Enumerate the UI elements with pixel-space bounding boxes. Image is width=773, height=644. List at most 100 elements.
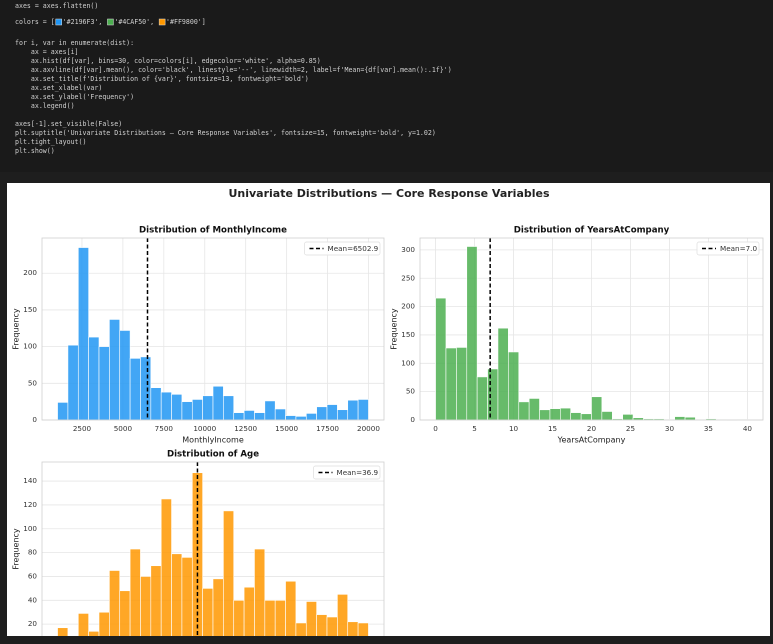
y-tick-label: 0 [410, 415, 415, 424]
histogram-bar [264, 400, 276, 421]
histogram-bar [466, 246, 478, 421]
code-line: ax.legend() [15, 102, 75, 110]
y-tick-label: 150 [23, 305, 37, 314]
y-tick-label: 100 [23, 524, 37, 533]
histogram-bar [212, 385, 224, 421]
x-tick-label: 25 [626, 424, 635, 433]
code-line: ax = axes[i] [15, 48, 79, 56]
x-tick-label: 5 [472, 424, 477, 433]
x-tick-label: 0 [433, 424, 438, 433]
histogram-bar [508, 351, 520, 421]
code-line: for i, var in enumerate(dist): [15, 39, 134, 47]
histogram-bar [337, 594, 349, 636]
histogram-bar [337, 409, 349, 421]
legend-box [313, 465, 381, 480]
color-swatch [158, 18, 166, 26]
histogram-bar [487, 368, 499, 421]
chart-title: Distribution of MonthlyIncome [139, 226, 287, 236]
histogram-bar [140, 356, 152, 421]
histogram-bar [674, 416, 686, 421]
code-line: plt.show() [15, 147, 55, 155]
x-tick-label: 7500 [155, 424, 174, 433]
histogram-bar [243, 586, 255, 636]
histogram-bar [77, 613, 89, 636]
histogram-bar [295, 416, 307, 421]
code-line: ax.set_title(f'Distribution of {var}', f… [15, 75, 309, 83]
y-tick-label: 60 [28, 571, 38, 580]
y-tick-label: 100 [23, 342, 37, 351]
histogram-bar [347, 399, 359, 421]
x-tick-label: 30 [665, 424, 675, 433]
histogram-bar [77, 247, 89, 421]
histogram-bar [591, 396, 603, 421]
y-tick-label: 200 [401, 302, 415, 311]
histogram-bar [622, 414, 634, 421]
histogram-bar [181, 557, 193, 636]
histogram-bar [202, 588, 214, 636]
x-tick-label: 20000 [357, 424, 380, 433]
code-cell [0, 0, 773, 172]
histogram-bar [357, 399, 369, 421]
histogram-bar [98, 346, 110, 421]
legend-box [696, 241, 760, 256]
histogram-bar [160, 391, 172, 421]
histogram-bar [305, 413, 317, 421]
y-tick-label: 120 [23, 500, 37, 509]
y-tick-label: 50 [406, 387, 416, 396]
histogram-bar [57, 627, 69, 636]
histogram-bar [528, 398, 540, 421]
histogram-bar [326, 404, 338, 421]
color-swatch [55, 18, 62, 26]
histogram-bar [476, 376, 488, 421]
histogram-bar [316, 406, 328, 421]
x-tick-label: 17500 [316, 424, 339, 433]
histogram-bar [254, 548, 266, 636]
x-tick-label: 2500 [73, 424, 92, 433]
x-tick-label: 40 [743, 424, 753, 433]
histogram-bar [243, 410, 255, 421]
legend-label: Mean=7.0 [720, 244, 757, 253]
x-tick-label: 15000 [275, 424, 298, 433]
x-tick-label: 35 [704, 424, 713, 433]
histogram-bar [285, 580, 297, 636]
histogram-bar [518, 401, 530, 421]
y-tick-label: 300 [401, 245, 415, 254]
code-line: ax.set_ylabel('Frequency') [15, 93, 134, 101]
histogram-bar [212, 578, 224, 636]
y-axis-label: Frequency [12, 528, 21, 570]
histogram-bar [88, 336, 100, 421]
x-tick-label: 10000 [193, 424, 216, 433]
histogram-bar [109, 319, 121, 421]
x-axis-label: MonthlyIncome [182, 436, 244, 445]
axes-frame [41, 237, 385, 421]
code-line: ax.set_xlabel(var) [15, 84, 102, 92]
histogram-bar [171, 394, 183, 421]
y-axis-label: Frequency [12, 308, 21, 350]
histogram-bar [150, 565, 162, 636]
code-line: plt.tight_layout() [15, 138, 86, 146]
y-tick-label: 20 [28, 619, 38, 628]
histogram-bar [171, 553, 183, 636]
histogram-bar [150, 387, 162, 421]
x-tick-label: 15 [548, 424, 557, 433]
histogram-bar [57, 402, 69, 421]
histogram-bar [181, 401, 193, 421]
code-line: axes = axes.flatten() [15, 2, 98, 10]
code-line: ax.axvline(df[var].mean(), color='black'… [15, 66, 452, 74]
histogram-bar [684, 416, 696, 421]
histogram-bar [88, 631, 100, 636]
histogram-bar [223, 395, 235, 421]
axes-frame [419, 237, 764, 421]
y-axis-label: Frequency [390, 308, 399, 350]
histogram-bar [285, 415, 297, 421]
legend-label: Mean=6502.9 [328, 244, 379, 253]
code-line: ax.hist(df[var], bins=30, color=colors[i… [15, 57, 321, 65]
histogram-bar [570, 412, 582, 421]
histogram-bar [202, 395, 214, 421]
chart-title: Distribution of YearsAtCompany [514, 226, 670, 236]
code-line: plt.suptitle('Univariate Distributions —… [15, 129, 436, 137]
histogram-bar [549, 408, 561, 421]
histogram-bar [129, 358, 141, 421]
